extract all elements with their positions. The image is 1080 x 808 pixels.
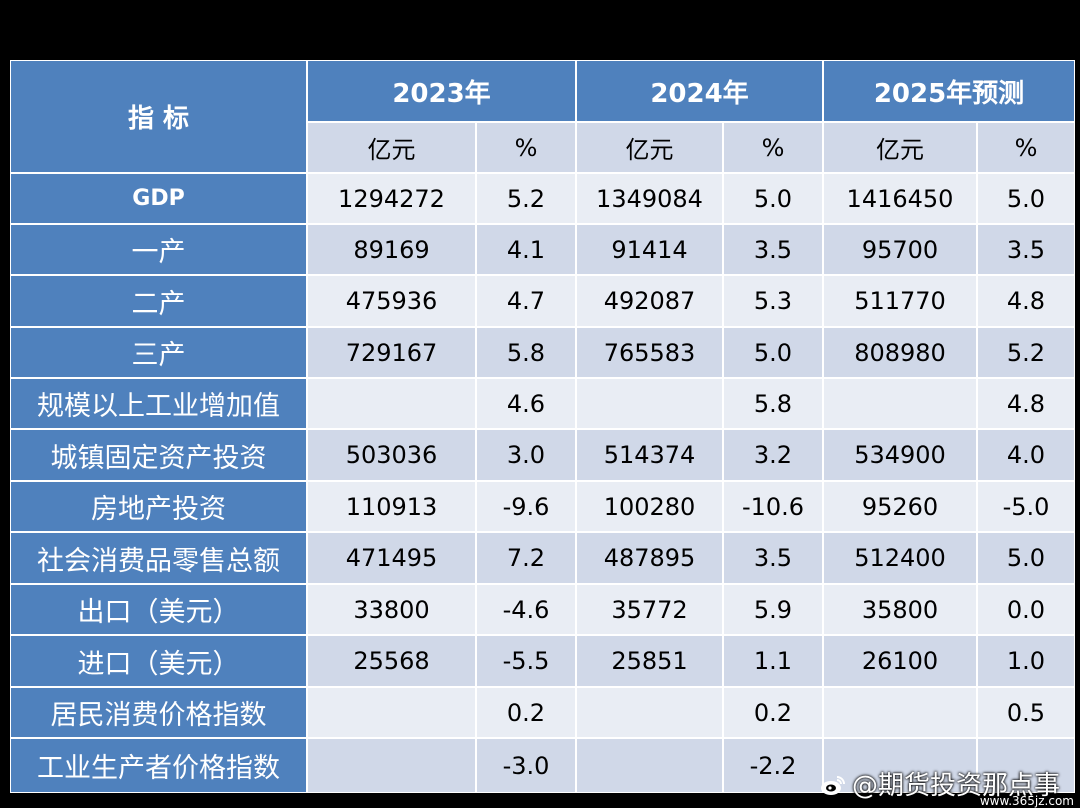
row-label: 工业生产者价格指数 — [11, 739, 306, 792]
table-cell: 3.5 — [978, 225, 1074, 274]
unit-header: 亿元 — [308, 123, 475, 172]
table-cell: 89169 — [308, 225, 475, 274]
table-cell: 25851 — [577, 636, 722, 686]
table-cell: -4.6 — [477, 585, 575, 634]
unit-header: 亿元 — [577, 123, 722, 172]
table-cell: 511770 — [824, 276, 976, 326]
table-cell — [308, 739, 475, 792]
unit-header: % — [724, 123, 822, 172]
table-cell — [824, 739, 976, 792]
macro-indicator-table: 指 标 2023年 2024年 2025年预测 亿元% 亿元% 亿元% GDP 1294272 5… — [10, 60, 1075, 793]
table-cell: -9.6 — [477, 482, 575, 531]
table-cell: -5.5 — [477, 636, 575, 686]
year-header: 2025年预测 — [824, 61, 1074, 121]
table-cell: 26100 — [824, 636, 976, 686]
table-cell: 5.0 — [978, 174, 1074, 223]
table-cell — [577, 379, 722, 428]
table-cell: 1.1 — [724, 636, 822, 686]
weibo-icon — [820, 773, 846, 795]
table-cell — [824, 688, 976, 737]
table-cell: 503036 — [308, 430, 475, 480]
table-cell: 1.0 — [978, 636, 1074, 686]
table-cell: 729167 — [308, 328, 475, 377]
watermark: @期货投资那点事 — [820, 765, 1060, 802]
table-cell: 4.6 — [477, 379, 575, 428]
table-cell: 5.2 — [477, 174, 575, 223]
table-cell — [308, 379, 475, 428]
table-cell: 1349084 — [577, 174, 722, 223]
table-cell: -3.0 — [477, 739, 575, 792]
table-cell — [978, 739, 1074, 792]
table-cell: 3.5 — [724, 533, 822, 583]
watermark-site: www.365jz.com — [979, 794, 1074, 808]
table-cell: 100280 — [577, 482, 722, 531]
table-cell: 4.7 — [477, 276, 575, 326]
table-cell — [577, 739, 722, 792]
table-cell: 5.0 — [978, 533, 1074, 583]
table-cell: 91414 — [577, 225, 722, 274]
table-cell: 514374 — [577, 430, 722, 480]
table-cell: -5.0 — [978, 482, 1074, 531]
table-cell: 33800 — [308, 585, 475, 634]
unit-header: % — [477, 123, 575, 172]
row-label: 进口（美元） — [11, 636, 306, 686]
table-cell: 3.5 — [724, 225, 822, 274]
table-cell: 808980 — [824, 328, 976, 377]
table-cell: 1416450 — [824, 174, 976, 223]
table-cell: 3.2 — [724, 430, 822, 480]
watermark-text: @期货投资那点事 — [851, 771, 1060, 801]
row-label: 出口（美元） — [11, 585, 306, 634]
table-cell: 4.1 — [477, 225, 575, 274]
table-cell: 5.8 — [477, 328, 575, 377]
table-cell: 4.8 — [978, 379, 1074, 428]
table-cell: 765583 — [577, 328, 722, 377]
table-cell — [577, 688, 722, 737]
row-label: 三产 — [11, 328, 306, 377]
table-cell: 512400 — [824, 533, 976, 583]
table-cell: 0.0 — [978, 585, 1074, 634]
table-cell: 25568 — [308, 636, 475, 686]
table-cell — [824, 379, 976, 428]
table-cell: 1294272 — [308, 174, 475, 223]
row-label: 城镇固定资产投资 — [11, 430, 306, 480]
row-label: GDP — [11, 174, 306, 223]
table-cell: 7.2 — [477, 533, 575, 583]
table-cell: 35800 — [824, 585, 976, 634]
indicator-header: 指 标 — [11, 61, 306, 172]
table-cell: 5.0 — [724, 174, 822, 223]
table-cell: 5.0 — [724, 328, 822, 377]
row-label: 二产 — [11, 276, 306, 326]
table-cell: 95260 — [824, 482, 976, 531]
table-cell: 471495 — [308, 533, 475, 583]
row-label: 社会消费品零售总额 — [11, 533, 306, 583]
table-cell: 4.8 — [978, 276, 1074, 326]
table-cell: 475936 — [308, 276, 475, 326]
table-cell: 0.5 — [978, 688, 1074, 737]
table-cell: -10.6 — [724, 482, 822, 531]
row-label: 一产 — [11, 225, 306, 274]
table-cell: 487895 — [577, 533, 722, 583]
table-cell: 5.2 — [978, 328, 1074, 377]
table-cell: 110913 — [308, 482, 475, 531]
table-cell: 5.3 — [724, 276, 822, 326]
row-label: 房地产投资 — [11, 482, 306, 531]
table-cell: 3.0 — [477, 430, 575, 480]
row-label: 规模以上工业增加值 — [11, 379, 306, 428]
table-cell: 4.0 — [978, 430, 1074, 480]
table-cell: 492087 — [577, 276, 722, 326]
table-cell: 35772 — [577, 585, 722, 634]
table-cell: -2.2 — [724, 739, 822, 792]
table-cell: 95700 — [824, 225, 976, 274]
year-header: 2023年 — [308, 61, 575, 121]
table-cell: 5.9 — [724, 585, 822, 634]
unit-header: % — [978, 123, 1074, 172]
table-cell: 534900 — [824, 430, 976, 480]
year-header: 2024年 — [577, 61, 822, 121]
row-label: 居民消费价格指数 — [11, 688, 306, 737]
table-cell: 0.2 — [477, 688, 575, 737]
table-cell: 5.8 — [724, 379, 822, 428]
table-cell: 0.2 — [724, 688, 822, 737]
unit-header: 亿元 — [824, 123, 976, 172]
table-cell — [308, 688, 475, 737]
